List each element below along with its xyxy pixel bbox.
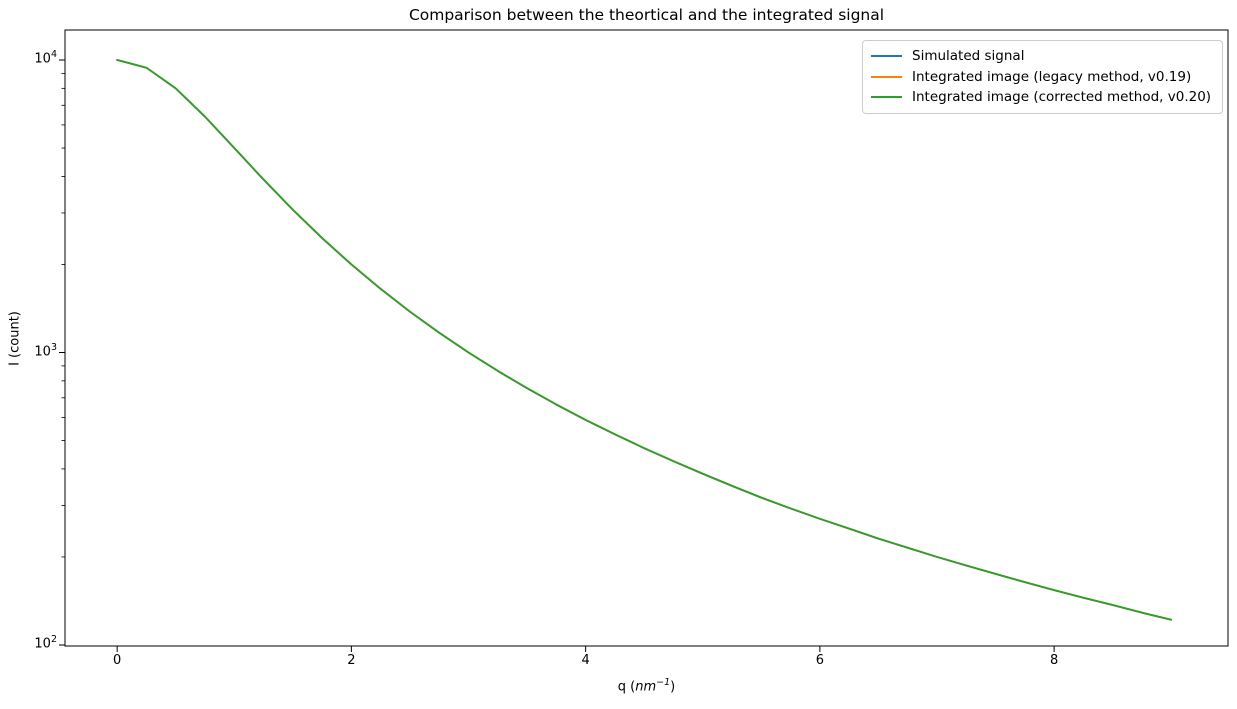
plot-border xyxy=(64,29,1229,647)
legend-rows: Simulated signal Integrated image (legacy… xyxy=(871,46,1213,108)
x-tick-label: 4 xyxy=(581,653,590,668)
series-line-2 xyxy=(116,59,1173,621)
x-axis-label-unit: nm xyxy=(635,679,657,695)
y-tick-label: 103 xyxy=(34,341,57,359)
series-line-1 xyxy=(116,59,1173,621)
legend-label: Integrated image (corrected method, v0.2… xyxy=(912,89,1212,106)
legend-label: Integrated image (legacy method, v0.19) xyxy=(912,68,1192,85)
legend-line-sample xyxy=(871,96,902,99)
x-tick-label: 2 xyxy=(347,653,356,668)
legend-entry: Integrated image (corrected method, v0.2… xyxy=(871,87,1213,108)
legend-line-sample xyxy=(871,75,902,78)
x-tick-label: 0 xyxy=(113,653,122,668)
x-tick-label: 8 xyxy=(1049,653,1059,668)
x-tick-label: 6 xyxy=(815,653,824,668)
y-tick-label: 104 xyxy=(34,49,57,67)
x-axis-label-suffix: ) xyxy=(670,679,676,695)
chart-title: Comparison between the theortical and th… xyxy=(408,6,885,24)
legend-entry: Simulated signal xyxy=(871,46,1213,67)
y-tick-label: 102 xyxy=(34,634,57,652)
x-axis-label-exponent: −1 xyxy=(656,677,671,688)
x-axis-label: q (nm−1) xyxy=(65,677,1228,694)
x-axis-label-prefix: q ( xyxy=(617,679,636,695)
legend-label: Simulated signal xyxy=(912,48,1025,65)
legend-entry: Integrated image (legacy method, v0.19) xyxy=(871,67,1213,88)
legend: Simulated signal Integrated image (legacy… xyxy=(862,40,1223,114)
series-line-0 xyxy=(116,59,1173,621)
legend-line-sample xyxy=(871,55,902,58)
y-axis-label: I (count) xyxy=(7,311,23,366)
